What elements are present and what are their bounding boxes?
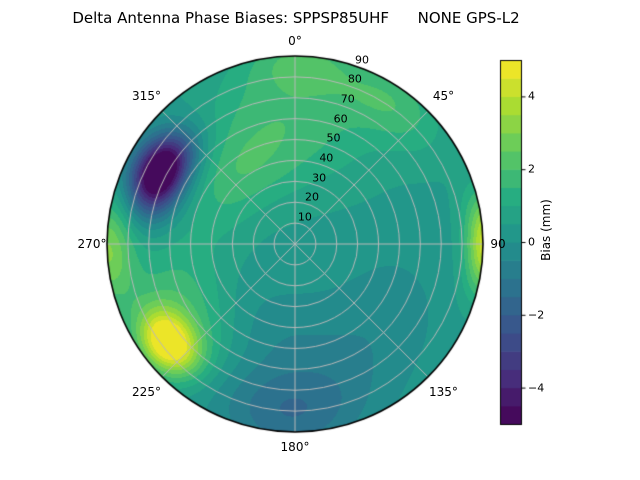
radial-tick-label: 20 (305, 190, 320, 204)
colorbar-tick-label: −2 (528, 308, 545, 322)
colorbar-tick-label: 2 (528, 162, 535, 176)
azimuth-tick-label: 135° (429, 385, 458, 400)
azimuth-tick-label: 315° (132, 88, 161, 103)
radial-tick-label: 40 (319, 151, 334, 165)
colorbar-axis-label: Bias (mm) (539, 199, 553, 261)
chart-title: Delta Antenna Phase Biases: SPPSP85UHF N… (72, 9, 520, 27)
azimuth-tick-label: 225° (132, 385, 161, 400)
colorbar-tick-label: −4 (528, 381, 545, 395)
azimuth-tick-label: 45° (432, 88, 455, 103)
azimuth-tick-label: 180° (280, 440, 310, 454)
colorbar-tick-label: 4 (528, 89, 535, 103)
radial-tick-label: 30 (312, 171, 327, 185)
radial-tick-label: 50 (326, 131, 341, 145)
colorbar-tick-label: 0 (528, 235, 535, 249)
azimuth-tick-label: 270° (77, 237, 107, 251)
azimuth-tick-label: 0° (288, 34, 302, 48)
radial-tick-label: 10 (297, 210, 312, 224)
radial-tick-label: 80 (347, 72, 362, 86)
radial-tick-label: 90 (355, 53, 370, 67)
radial-tick-label: 70 (340, 92, 355, 106)
radial-tick-label: 60 (333, 112, 348, 126)
azimuth-tick-label: 90 (490, 237, 506, 251)
